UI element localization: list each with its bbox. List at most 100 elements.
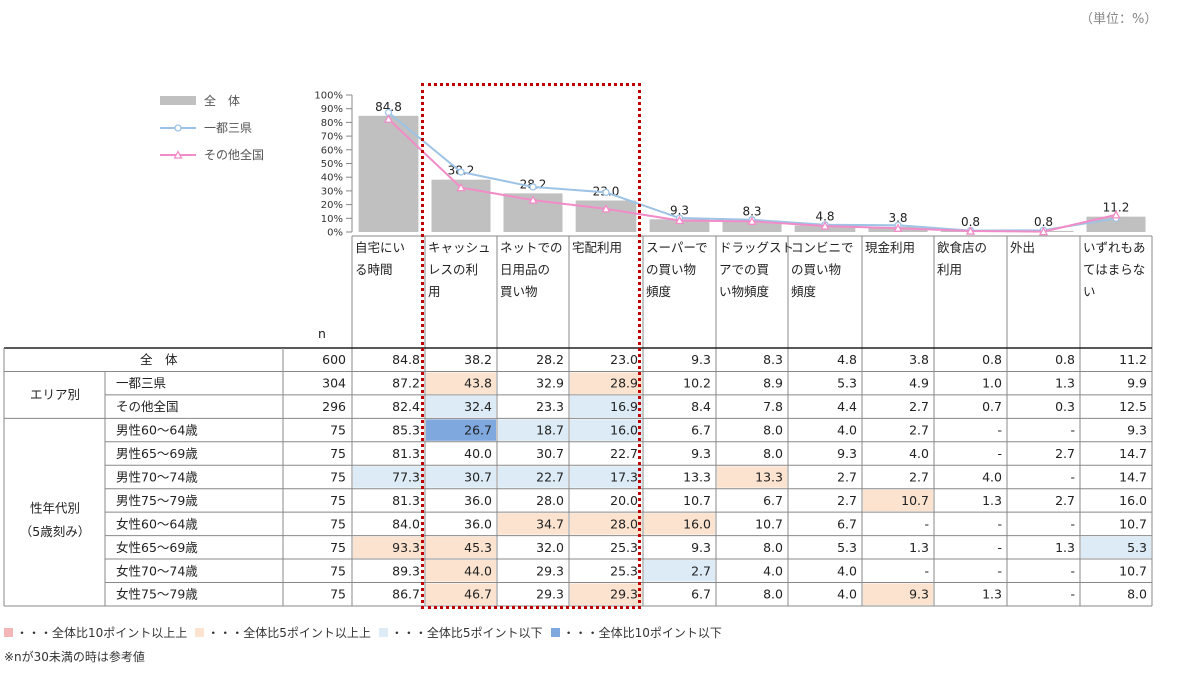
category-label: スーパーで: [646, 240, 708, 255]
row-label: 男性65～69歳: [116, 446, 198, 461]
cell-value: 22.7: [536, 469, 564, 484]
cell-value: 46.7: [464, 587, 492, 602]
cell-value: 2.7: [691, 563, 711, 578]
category-label: 買い物: [500, 284, 538, 299]
y-tick-label: 80%: [321, 118, 343, 129]
cell-value: 40.0: [464, 446, 492, 461]
cell-value: -: [997, 446, 1002, 461]
category-label: 利用: [937, 262, 962, 277]
legend-entry: 一都三県: [160, 121, 252, 135]
cell-value: 8.9: [763, 376, 783, 391]
cell-value: 9.3: [691, 446, 711, 461]
cell-value: 16.0: [683, 516, 711, 531]
row-label: 女性75～79歳: [116, 587, 198, 602]
cell-value: 28.2: [536, 352, 564, 367]
category-label: キャッシュ: [428, 240, 491, 255]
category-label: 頻度: [791, 284, 817, 299]
highlight-cell: [426, 419, 496, 441]
cell-value: 4.4: [837, 399, 857, 414]
line-point: [602, 188, 610, 197]
cell-value: 81.3: [392, 493, 420, 508]
cell-value: 9.3: [1127, 423, 1147, 438]
highlight-legend-entry: ・・・全体比5ポイント以下: [378, 624, 543, 641]
highlight-cell: [426, 560, 496, 582]
legend-entry: その他全国: [160, 147, 264, 162]
cell-value: -: [1070, 516, 1075, 531]
line-point: [820, 221, 830, 230]
cell-value: 9.3: [837, 446, 857, 461]
category-label: い: [1083, 284, 1096, 299]
cell-value: 10.7: [683, 493, 711, 508]
cell-value: 10.7: [1119, 516, 1147, 531]
n-value: 304: [322, 376, 346, 391]
cell-value: 38.2: [464, 352, 492, 367]
footnote: ※nが30未満の時は参考値: [4, 650, 145, 664]
category-label: 頻度: [646, 284, 672, 299]
cell-value: 4.0: [837, 423, 857, 438]
cell-value: 16.9: [610, 399, 638, 414]
highlight-cell: [353, 536, 424, 559]
cell-value: 0.8: [1055, 352, 1075, 367]
highlight-cell: [644, 513, 715, 535]
cell-value: 32.0: [536, 540, 564, 555]
bar-data-label: 3.8: [888, 211, 907, 225]
bar: [358, 115, 419, 232]
cell-value: 4.0: [982, 469, 1002, 484]
bar-data-label: 84.8: [375, 100, 402, 114]
cell-value: 32.4: [464, 399, 492, 414]
category-label: ネットでの: [500, 240, 563, 255]
y-tick-label: 100%: [314, 91, 343, 102]
highlight-cell: [570, 513, 642, 535]
cell-value: 36.0: [464, 516, 492, 531]
highlight-cell: [570, 583, 642, 605]
cell-value: 3.8: [909, 352, 929, 367]
highlight-cell: [863, 489, 933, 512]
legend-bar-swatch: [160, 96, 196, 105]
cell-value: 4.0: [837, 563, 857, 578]
cell-value: 1.3: [982, 493, 1002, 508]
line-point: [457, 168, 465, 176]
highlight-cell: [498, 466, 568, 488]
line-point: [601, 203, 611, 213]
row-label: 男性70～74歳: [116, 469, 198, 484]
cell-value: 13.3: [755, 469, 783, 484]
cell-value: 4.0: [763, 563, 783, 578]
row-label: 全 体: [140, 352, 178, 367]
n-value: 75: [330, 469, 346, 484]
row-label: 一都三県: [116, 376, 166, 391]
bar-data-label: 9.3: [670, 203, 689, 217]
legend-swatch: [550, 628, 560, 637]
cell-value: 29.3: [536, 563, 564, 578]
category-label: 用: [428, 284, 441, 299]
cell-value: 2.7: [837, 493, 857, 508]
cell-value: 23.0: [610, 352, 638, 367]
category-label: 現金利用: [865, 240, 915, 255]
cell-value: -: [1070, 587, 1075, 602]
line-point: [529, 183, 537, 191]
highlight-cell: [426, 395, 496, 418]
line-point: [965, 226, 976, 235]
highlight-cell: [426, 583, 496, 605]
cell-value: 23.3: [536, 399, 564, 414]
cell-value: 84.8: [392, 352, 420, 367]
group-label: （5歳刻み）: [20, 524, 90, 539]
category-label: いずれもあ: [1083, 240, 1146, 255]
cell-value: 2.7: [1055, 493, 1075, 508]
cell-value: 28.9: [610, 376, 638, 391]
cell-value: 9.3: [691, 540, 711, 555]
cell-value: 2.7: [909, 399, 929, 414]
legend-entry: 全 体: [160, 93, 240, 108]
cell-value: 4.8: [837, 352, 857, 367]
cell-value: -: [997, 540, 1002, 555]
category-label: レスの利: [428, 262, 478, 277]
cell-value: 8.0: [1127, 587, 1147, 602]
row-label: 女性60～64歳: [116, 516, 198, 531]
cell-value: 8.4: [691, 399, 711, 414]
n-value: 75: [330, 587, 346, 602]
cell-value: 85.3: [392, 423, 420, 438]
cell-value: 28.0: [610, 516, 638, 531]
row-label: 男性60～64歳: [116, 423, 198, 438]
cell-value: 26.7: [464, 423, 492, 438]
n-header: n: [318, 326, 326, 341]
cell-value: -: [924, 516, 929, 531]
